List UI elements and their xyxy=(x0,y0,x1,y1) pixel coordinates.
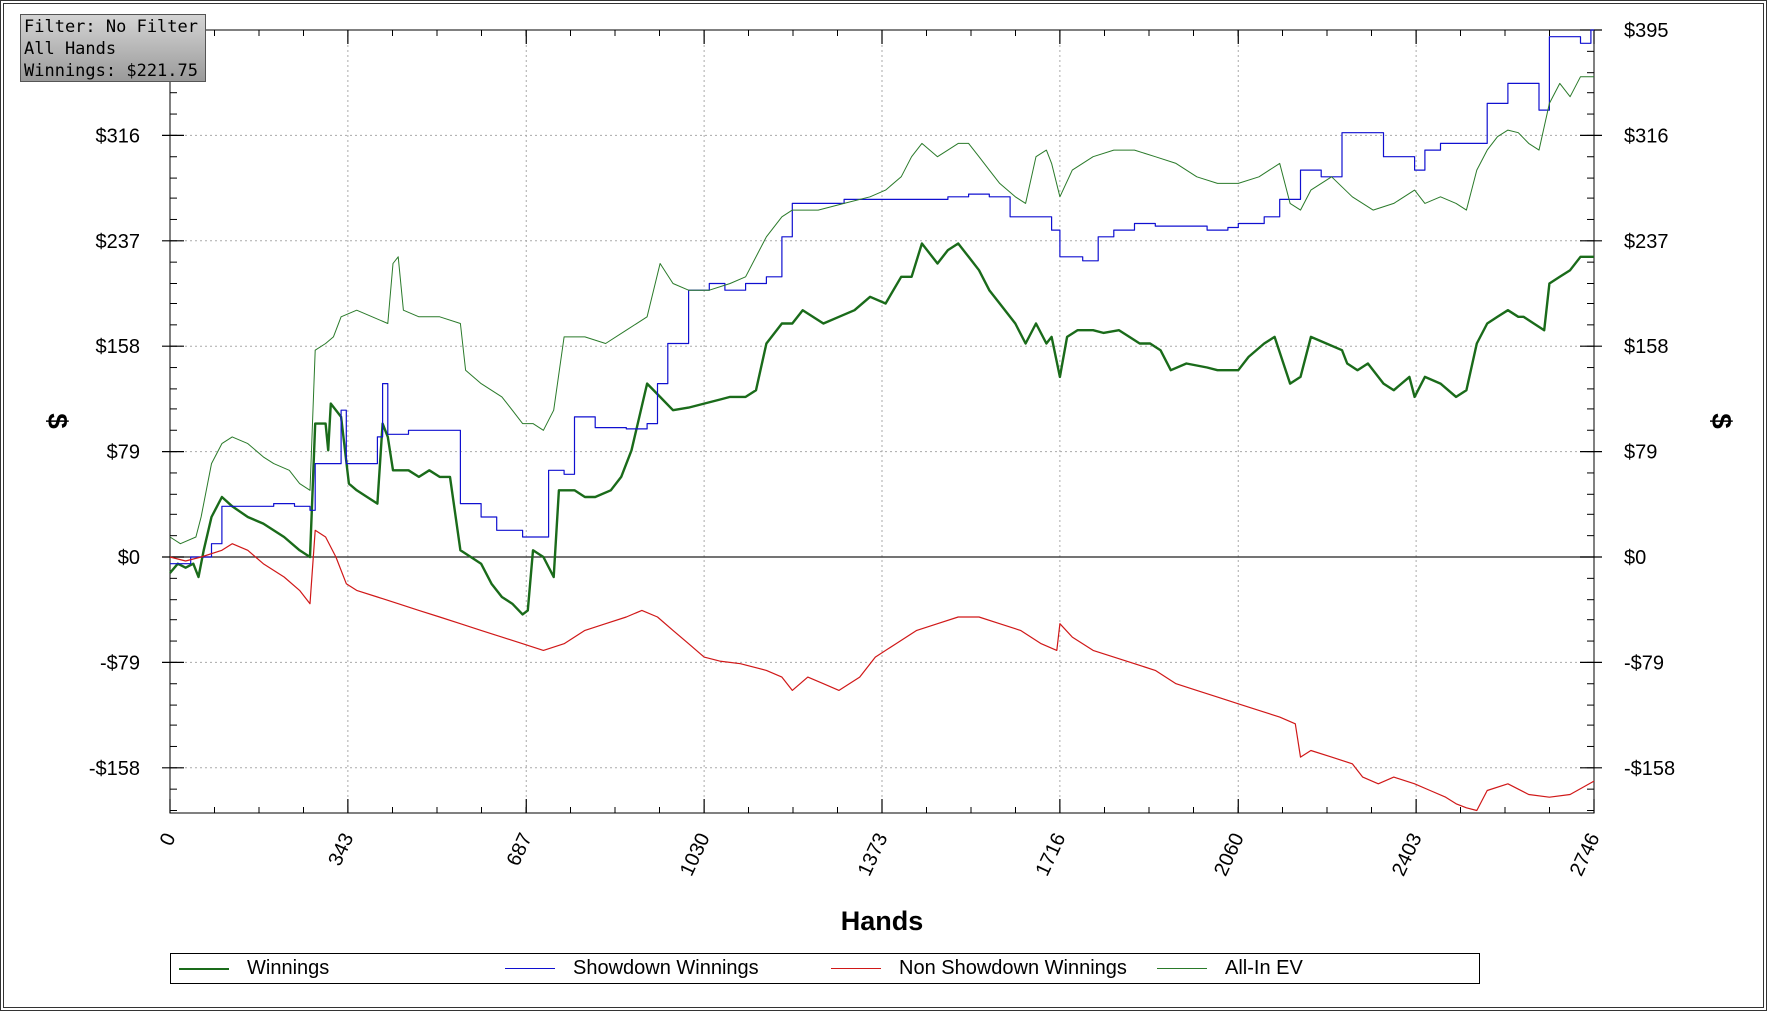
series-line-showdown-winnings xyxy=(170,29,1594,565)
chart-frame xyxy=(3,3,1764,1008)
x-tick-label: 1373 xyxy=(854,830,893,880)
x-axis-label: Hands xyxy=(841,906,924,936)
legend-item-non-showdown-winnings: Non Showdown Winnings xyxy=(831,954,1127,983)
y-tick-label-right: $395 xyxy=(1624,20,1669,42)
y-tick-label-left: $0 xyxy=(118,547,140,569)
y-tick-label-left: -$158 xyxy=(89,758,140,780)
x-tick-label: 2403 xyxy=(1388,830,1427,880)
y-axis-label-right: $ xyxy=(1706,413,1737,429)
series-line-all-in-ev xyxy=(169,76,1594,545)
legend-item-winnings: Winnings xyxy=(179,954,329,983)
y-tick-label-right: $0 xyxy=(1624,547,1646,569)
legend-label-winnings: Winnings xyxy=(247,957,330,979)
legend-label-showdown: Showdown Winnings xyxy=(573,957,759,979)
y-tick-label-right: $316 xyxy=(1624,125,1669,147)
x-tick-label: 687 xyxy=(503,830,537,870)
y-tick-label-left: $158 xyxy=(96,336,141,358)
chart-legend: Winnings Showdown Winnings Non Showdown … xyxy=(170,953,1480,984)
y-tick-label-left: $237 xyxy=(96,231,141,253)
legend-swatch-non-showdown xyxy=(831,968,881,969)
x-tick-label: 2746 xyxy=(1566,830,1605,880)
series-line-winnings xyxy=(169,242,1594,616)
winnings-total-label: Winnings: $221.75 xyxy=(24,61,198,81)
y-tick-label-right: $79 xyxy=(1624,442,1657,464)
x-tick-label: 1030 xyxy=(676,830,715,880)
filter-label: Filter: No Filter xyxy=(24,17,198,37)
legend-label-non-showdown: Non Showdown Winnings xyxy=(899,957,1127,979)
y-tick-label-right: -$158 xyxy=(1624,758,1675,780)
x-tick-label: 2060 xyxy=(1210,830,1249,880)
legend-swatch-all-in-ev xyxy=(1157,968,1207,969)
legend-item-showdown-winnings: Showdown Winnings xyxy=(505,954,759,983)
legend-swatch-winnings xyxy=(179,967,229,970)
filter-info-box: Filter: No Filter All Hands Winnings: $2… xyxy=(20,14,206,82)
series-line-non-showdown-winnings xyxy=(169,529,1595,812)
x-tick-label: 0 xyxy=(156,830,181,849)
x-tick-label: 1716 xyxy=(1032,830,1071,880)
y-tick-label-left: $316 xyxy=(96,125,141,147)
y-tick-label-left: -$79 xyxy=(100,652,140,674)
y-tick-label-right: $237 xyxy=(1624,231,1669,253)
y-tick-label-right: $158 xyxy=(1624,336,1669,358)
y-tick-label-left: $79 xyxy=(107,442,140,464)
legend-swatch-showdown xyxy=(505,968,555,969)
y-tick-label-right: -$79 xyxy=(1624,652,1664,674)
hands-label: All Hands xyxy=(24,39,117,59)
y-axis-label-left: $ xyxy=(42,413,73,429)
legend-label-all-in-ev: All-In EV xyxy=(1225,957,1303,979)
x-tick-label: 343 xyxy=(324,830,358,870)
legend-item-all-in-ev: All-In EV xyxy=(1157,954,1303,983)
